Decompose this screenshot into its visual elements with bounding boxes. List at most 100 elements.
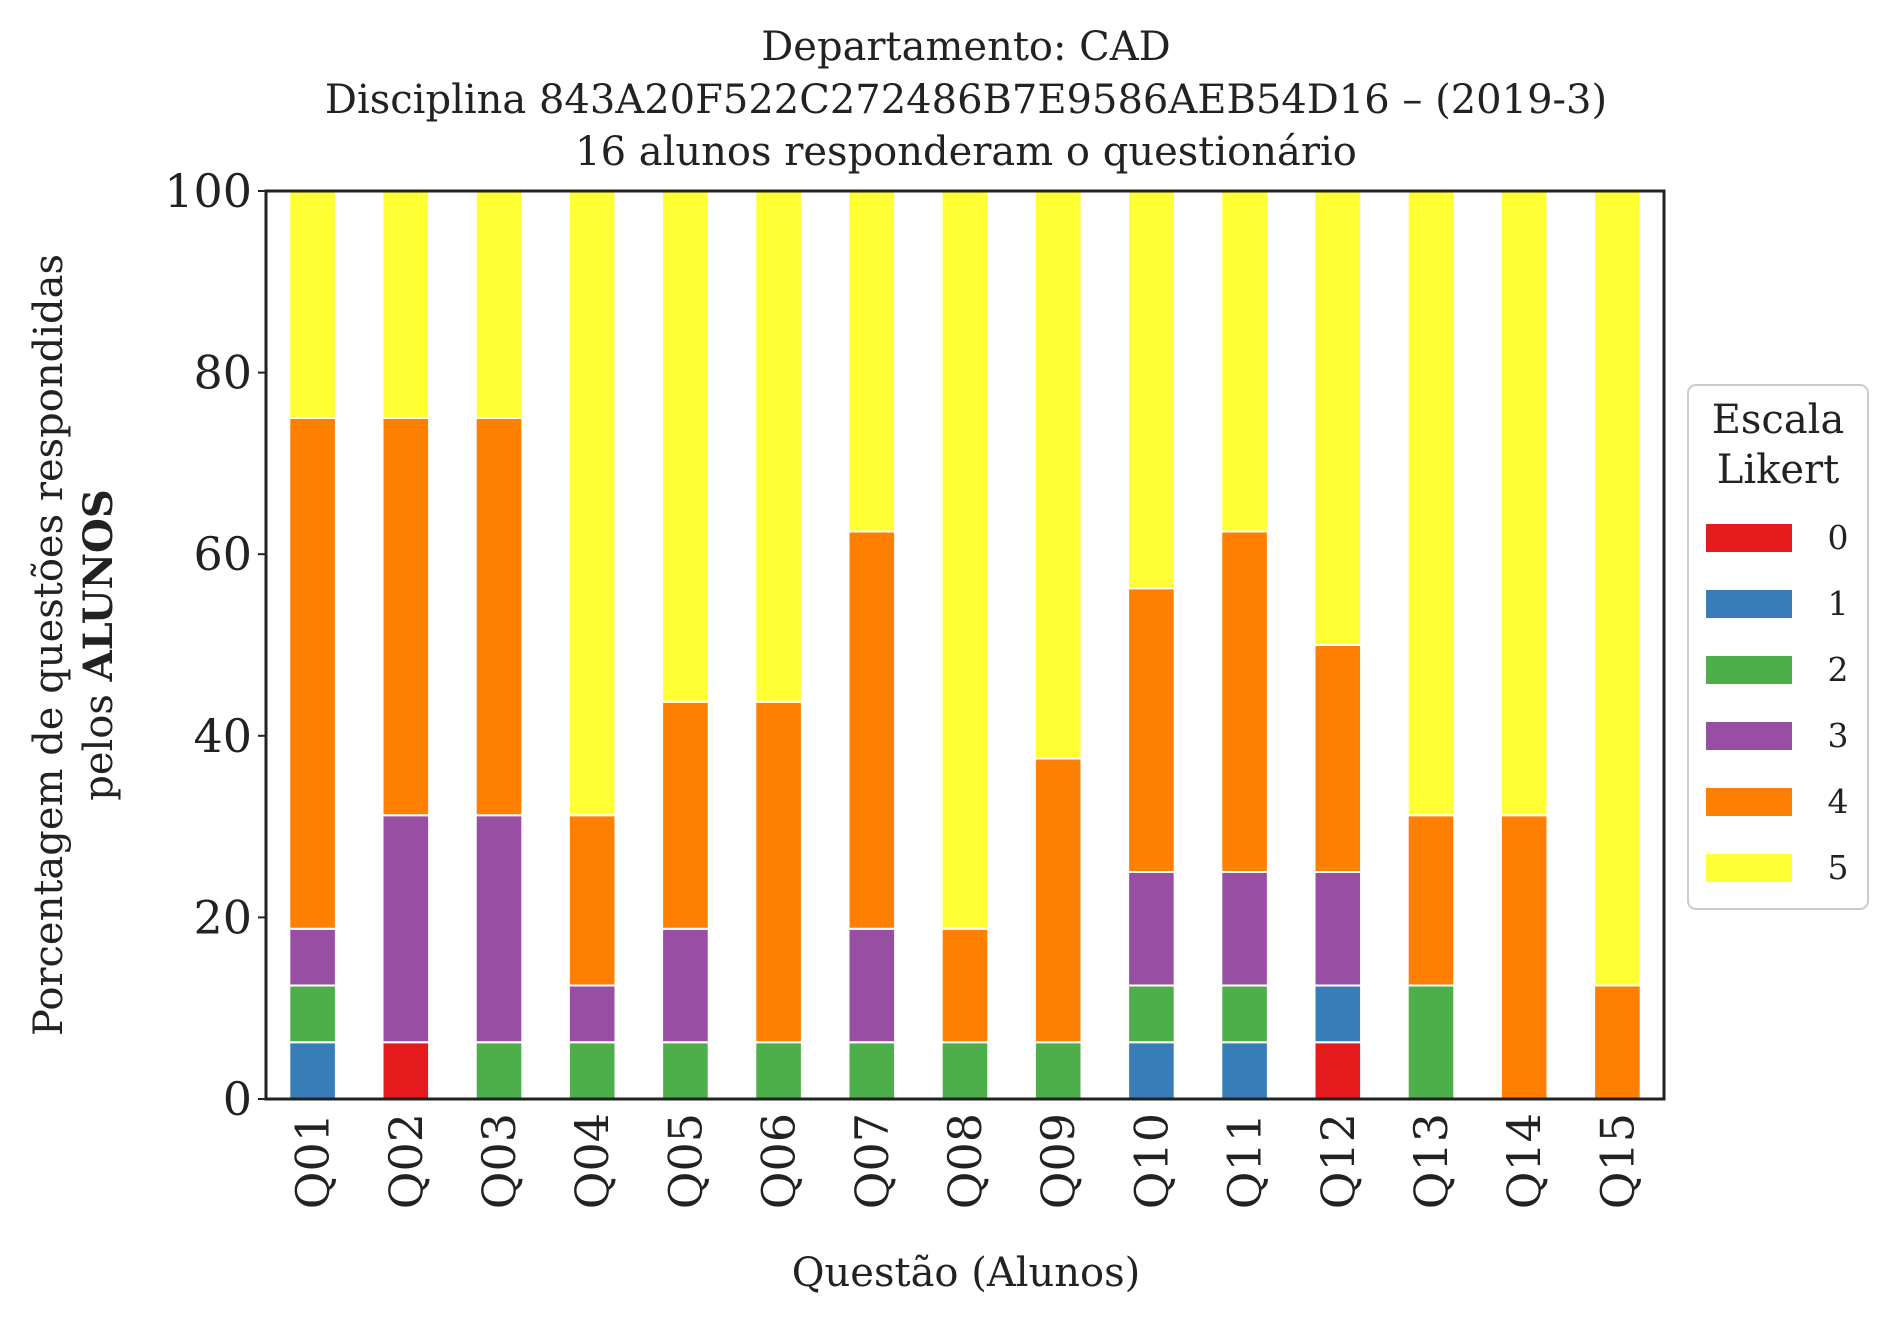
legend-label-1: 1 xyxy=(1828,584,1849,623)
bar-segment-q10-level-4 xyxy=(1127,587,1176,873)
legend-title-line-2: Likert xyxy=(1717,447,1839,493)
y-tick-label-0: 0 xyxy=(223,1072,252,1126)
bar-segment-q05-level-4 xyxy=(661,700,710,930)
x-tick-label-q09: Q09 xyxy=(1031,1113,1085,1209)
legend-swatch-2 xyxy=(1706,656,1792,684)
x-tick-label-q14: Q14 xyxy=(1497,1113,1551,1209)
bar-segment-q07-level-3 xyxy=(847,927,897,1044)
bar-segment-q13-level-5 xyxy=(1406,190,1456,817)
bar-segment-q10-level-5 xyxy=(1127,190,1176,590)
bars-layer xyxy=(288,190,1642,1100)
bar-segment-q01-level-5 xyxy=(288,190,337,419)
legend-items: 0 1 2 3 4 5 xyxy=(1706,518,1849,887)
x-tick-label-q07: Q07 xyxy=(845,1113,899,1209)
bar-segment-q13-level-2 xyxy=(1406,984,1456,1100)
bar-segment-q12-level-4 xyxy=(1313,644,1363,873)
y-axis: 0 20 40 60 80 100 xyxy=(164,164,266,1126)
bar-segment-q15-level-5 xyxy=(1593,190,1642,987)
x-tick-label-q01: Q01 xyxy=(286,1113,340,1209)
y-tick-label-40: 40 xyxy=(193,709,252,763)
bar-segment-q05-level-2 xyxy=(661,1041,710,1100)
x-tick-label-q13: Q13 xyxy=(1404,1113,1458,1209)
x-tick-label-q05: Q05 xyxy=(658,1113,712,1209)
legend-frame xyxy=(1687,384,1869,910)
bar-segment-q08-level-4 xyxy=(940,927,990,1044)
y-axis-label-line-2: pelos ALUNOS xyxy=(75,489,122,801)
x-tick-label-q06: Q06 xyxy=(752,1113,806,1209)
x-tick-label-q10: Q10 xyxy=(1124,1113,1178,1209)
x-tick-label-q04: Q04 xyxy=(565,1113,619,1209)
bar-segment-q03-level-3 xyxy=(474,814,524,1044)
bar-segment-q02-level-5 xyxy=(381,190,431,419)
bar-segment-q01-level-1 xyxy=(288,1041,337,1100)
bar-segment-q05-level-3 xyxy=(661,927,710,1044)
bar-segment-q04-level-3 xyxy=(567,984,617,1044)
bar-segment-q13-level-4 xyxy=(1406,814,1456,987)
x-axis: Q01 Q02 Q03 Q04 Q05 Q06 Q07 Q08 Q09 Q10 Q11 Q12 Q13 Q… xyxy=(286,1113,1645,1209)
legend-swatch-5 xyxy=(1706,854,1792,882)
bar-segment-q04-level-2 xyxy=(567,1041,617,1100)
x-tick-label-q11: Q11 xyxy=(1218,1113,1272,1209)
bar-segment-q08-level-5 xyxy=(940,190,990,930)
bar-segment-q02-level-3 xyxy=(381,814,431,1044)
bar-segment-q05-level-5 xyxy=(661,190,710,703)
bar-segment-q12-level-5 xyxy=(1313,190,1363,646)
legend-swatch-0 xyxy=(1706,524,1792,552)
chart-title: Departamento: CAD Disciplina 843A20F522C… xyxy=(325,24,1607,175)
x-axis-label: Questão (Alunos) xyxy=(792,1250,1141,1296)
bar-segment-q15-level-4 xyxy=(1593,984,1642,1100)
legend: Escala Likert 0 1 2 3 4 5 xyxy=(1687,384,1869,910)
legend-title-line-1: Escala xyxy=(1712,397,1845,443)
bar-segment-q12-level-0 xyxy=(1313,1041,1363,1100)
bar-segment-q14-level-4 xyxy=(1499,814,1549,1100)
y-axis-label-bold: ALUNOS xyxy=(75,489,122,682)
bar-segment-q06-level-4 xyxy=(754,700,803,1044)
bar-segment-q12-level-1 xyxy=(1313,984,1363,1044)
bar-segment-q03-level-4 xyxy=(474,417,524,817)
x-tick-label-q08: Q08 xyxy=(938,1113,992,1209)
bar-segment-q11-level-1 xyxy=(1220,1041,1269,1100)
legend-label-0: 0 xyxy=(1828,518,1849,557)
bar-segment-q06-level-5 xyxy=(754,190,803,703)
bar-segment-q01-level-2 xyxy=(288,984,337,1044)
bar-segment-q07-level-5 xyxy=(847,190,897,533)
bar-segment-q10-level-2 xyxy=(1127,984,1176,1044)
bar-segment-q11-level-4 xyxy=(1220,530,1269,873)
x-tick-label-q12: Q12 xyxy=(1311,1113,1365,1209)
bar-segment-q11-level-2 xyxy=(1220,984,1269,1044)
bar-segment-q01-level-3 xyxy=(288,927,337,987)
bar-segment-q06-level-2 xyxy=(754,1041,803,1100)
x-tick-label-q15: Q15 xyxy=(1590,1113,1644,1209)
bar-segment-q02-level-0 xyxy=(381,1041,431,1100)
bar-segment-q10-level-3 xyxy=(1127,871,1176,987)
bar-segment-q09-level-4 xyxy=(1033,757,1083,1044)
x-tick-label-q03: Q03 xyxy=(472,1113,526,1209)
bar-segment-q01-level-4 xyxy=(288,417,337,930)
bar-segment-q04-level-5 xyxy=(567,190,617,817)
bar-segment-q08-level-2 xyxy=(940,1041,990,1100)
plot-frame xyxy=(264,189,1666,1101)
bar-segment-q10-level-1 xyxy=(1127,1041,1176,1100)
y-axis-label-line-1: Porcentagem de questões respondidas xyxy=(26,254,72,1036)
x-tick-label-q02: Q02 xyxy=(379,1113,433,1209)
bar-segment-q07-level-2 xyxy=(847,1041,897,1100)
legend-label-2: 2 xyxy=(1828,650,1849,689)
legend-label-5: 5 xyxy=(1828,848,1849,887)
chart-title-line-3: 16 alunos responderam o questionário xyxy=(575,129,1357,175)
legend-label-3: 3 xyxy=(1828,716,1849,755)
bar-segment-q07-level-4 xyxy=(847,530,897,930)
bar-segment-q12-level-3 xyxy=(1313,871,1363,987)
legend-swatch-4 xyxy=(1706,788,1792,816)
legend-swatch-3 xyxy=(1706,722,1792,750)
bar-segment-q11-level-5 xyxy=(1220,190,1269,533)
bar-segment-q03-level-2 xyxy=(474,1041,524,1100)
chart-title-line-1: Departamento: CAD xyxy=(761,24,1171,70)
legend-swatch-1 xyxy=(1706,590,1792,618)
bar-segment-q09-level-5 xyxy=(1033,190,1083,760)
bar-segment-q11-level-3 xyxy=(1220,871,1269,987)
bar-segment-q02-level-4 xyxy=(381,417,431,817)
bar-segment-q14-level-5 xyxy=(1499,190,1549,817)
y-tick-label-80: 80 xyxy=(193,346,252,400)
y-axis-label-prefix: pelos xyxy=(76,681,122,800)
